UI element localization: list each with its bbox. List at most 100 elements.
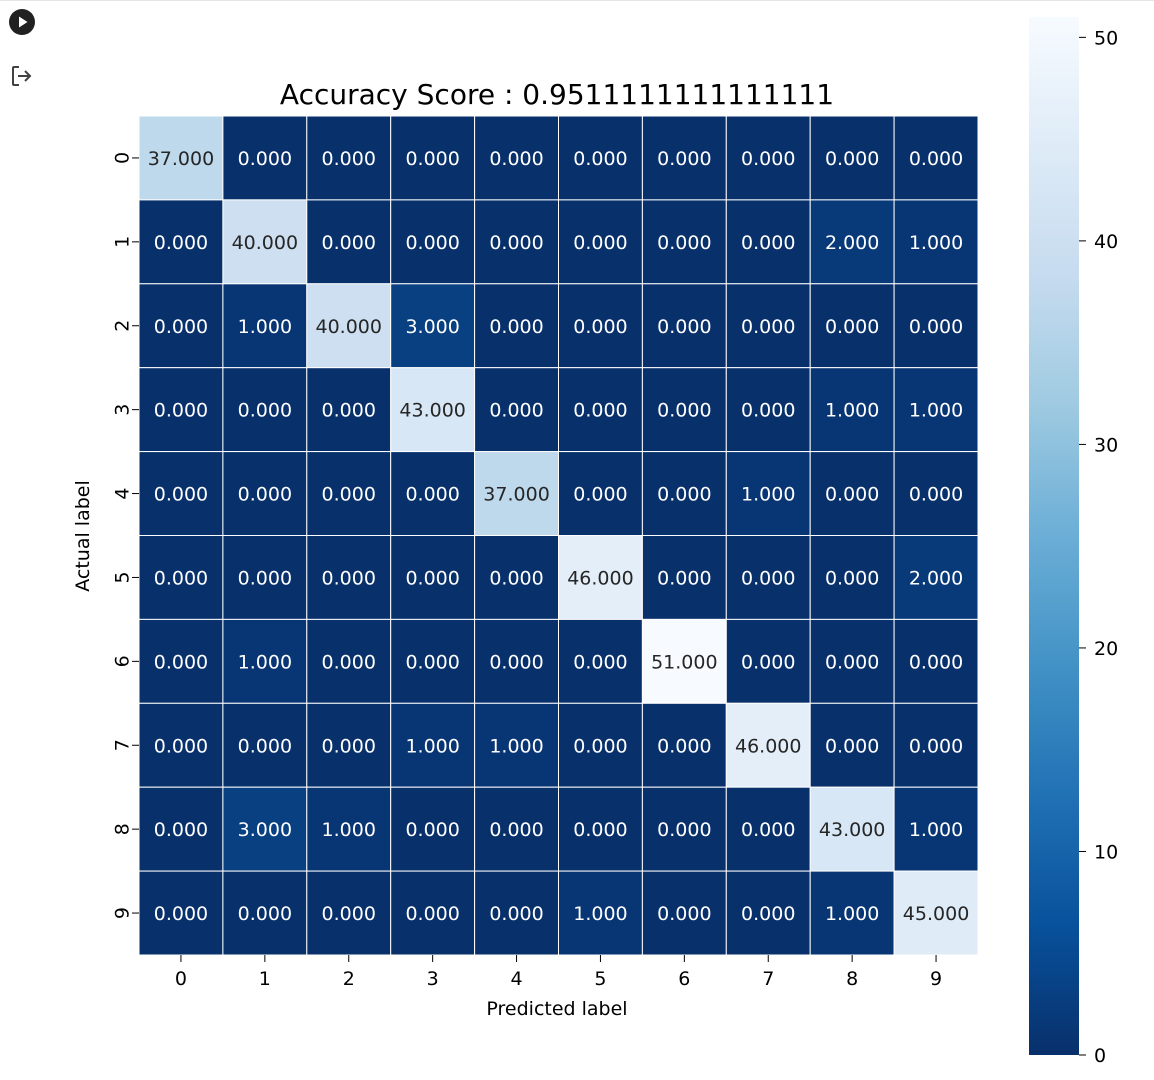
cell-value-label: 0.000 (489, 316, 543, 338)
heatmap-annotations: 37.000 0.000 0.000 0.000 0.000 0.000 0.000 0.00… (148, 148, 970, 925)
heatmap-cell (641, 367, 727, 453)
cell-value-label: 0.000 (741, 567, 795, 589)
cell-value-label: 1.000 (573, 903, 627, 925)
heatmap-cell (641, 115, 727, 201)
cell-value-label: 0.000 (741, 316, 795, 338)
play-circle-icon (9, 9, 35, 35)
heatmap-cell (809, 702, 895, 788)
cell-value-label: 0.000 (573, 232, 627, 254)
heatmap-cell (558, 618, 643, 704)
cell-value-label: 0.000 (573, 148, 627, 170)
cell-value-label: 0.000 (573, 400, 627, 422)
cell-value-label: 37.000 (483, 484, 549, 506)
run-cell-button[interactable] (6, 6, 38, 38)
cell-value-label: 0.000 (405, 819, 459, 841)
y-axis-label: Actual label (72, 480, 94, 592)
cell-value-label: 0.000 (238, 903, 292, 925)
cell-value-label: 0.000 (825, 735, 879, 757)
cell-value-label: 0.000 (657, 400, 711, 422)
y-tick-label: 6 (112, 655, 134, 667)
cell-value-label: 0.000 (657, 567, 711, 589)
cell-value-label: 0.000 (573, 651, 627, 673)
heatmap-cell (725, 618, 811, 704)
colorbar-tick-label: 40 (1094, 231, 1118, 253)
cell-value-label: 0.000 (238, 735, 292, 757)
heatmap-cell (474, 702, 560, 788)
cell-value-label: 46.000 (735, 735, 801, 757)
heatmap-cell (138, 618, 224, 704)
cell-value-label: 0.000 (238, 484, 292, 506)
heatmap-cells (138, 115, 979, 956)
cell-value-label: 46.000 (567, 567, 633, 589)
heatmap-cell (222, 199, 308, 285)
cell-value-label: 0.000 (154, 735, 208, 757)
x-tick-label: 9 (930, 968, 942, 990)
heatmap-cell (725, 786, 811, 872)
heatmap-cell (809, 451, 895, 537)
heatmap-cell (390, 367, 476, 453)
x-tick-label: 1 (259, 968, 271, 990)
cell-value-label: 0.000 (238, 400, 292, 422)
heatmap-cell (893, 535, 979, 620)
cell-value-label: 0.000 (154, 400, 208, 422)
cell-value-label: 0.000 (322, 651, 376, 673)
heatmap-cell (893, 451, 979, 537)
cell-value-label: 0.000 (909, 316, 963, 338)
cell-value-label: 0.000 (238, 567, 292, 589)
y-tick-label: 8 (112, 823, 134, 835)
cell-value-label: 1.000 (322, 819, 376, 841)
colorbar-tick-label: 50 (1094, 27, 1118, 49)
x-tick-label: 5 (594, 968, 606, 990)
heatmap-cell (641, 451, 727, 537)
output-actions-button[interactable] (6, 60, 38, 92)
heatmap-cell (390, 535, 476, 620)
cell-value-label: 0.000 (825, 567, 879, 589)
cell-value-label: 0.000 (489, 400, 543, 422)
y-tick-label: 7 (112, 739, 134, 751)
y-tick-label: 3 (112, 404, 134, 416)
cell-value-label: 0.000 (322, 567, 376, 589)
cell-value-label: 1.000 (909, 400, 963, 422)
cell-value-label: 0.000 (322, 484, 376, 506)
heatmap-cell (138, 786, 224, 872)
cell-value-label: 0.000 (154, 567, 208, 589)
cell-value-label: 0.000 (154, 316, 208, 338)
cell-value-label: 0.000 (489, 651, 543, 673)
cell-value-label: 0.000 (154, 819, 208, 841)
x-tick-label: 6 (678, 968, 690, 990)
heatmap-cell (138, 367, 224, 453)
cell-value-label: 0.000 (489, 819, 543, 841)
cell-value-label: 1.000 (405, 735, 459, 757)
cell-value-label: 0.000 (825, 148, 879, 170)
heatmap-cell (893, 367, 979, 453)
y-tick-label: 0 (112, 152, 134, 164)
cell-value-label: 0.000 (489, 903, 543, 925)
cell-value-label: 0.000 (909, 148, 963, 170)
heatmap-cell (306, 451, 392, 537)
cell-value-label: 40.000 (316, 316, 382, 338)
x-tick-label: 3 (427, 968, 439, 990)
cell-value-label: 0.000 (489, 232, 543, 254)
heatmap-cell (558, 870, 643, 956)
cell-value-label: 0.000 (741, 400, 795, 422)
heatmap-cell (390, 283, 476, 369)
cell-value-label: 0.000 (909, 651, 963, 673)
cell-value-label: 0.000 (489, 148, 543, 170)
cell-value-label: 0.000 (741, 903, 795, 925)
cell-value-label: 0.000 (909, 735, 963, 757)
cell-value-label: 0.000 (825, 651, 879, 673)
heatmap-cell (641, 702, 727, 788)
heatmap-cell (725, 535, 811, 620)
heatmap-cell (893, 618, 979, 704)
x-axis-ticks: 0 1 2 3 4 5 6 7 8 9 (175, 955, 942, 990)
cell-value-label: 0.000 (322, 735, 376, 757)
heatmap-cell (222, 702, 308, 788)
colorbar-ticks: 0 10 20 30 40 50 (1079, 27, 1118, 1067)
cell-value-label: 37.000 (148, 148, 214, 170)
y-tick-label: 1 (112, 236, 134, 248)
cell-value-label: 0.000 (405, 232, 459, 254)
cell-value-label: 3.000 (405, 316, 459, 338)
heatmap-cell (893, 283, 979, 369)
cell-value-label: 2.000 (825, 232, 879, 254)
cell-value-label: 0.000 (657, 735, 711, 757)
